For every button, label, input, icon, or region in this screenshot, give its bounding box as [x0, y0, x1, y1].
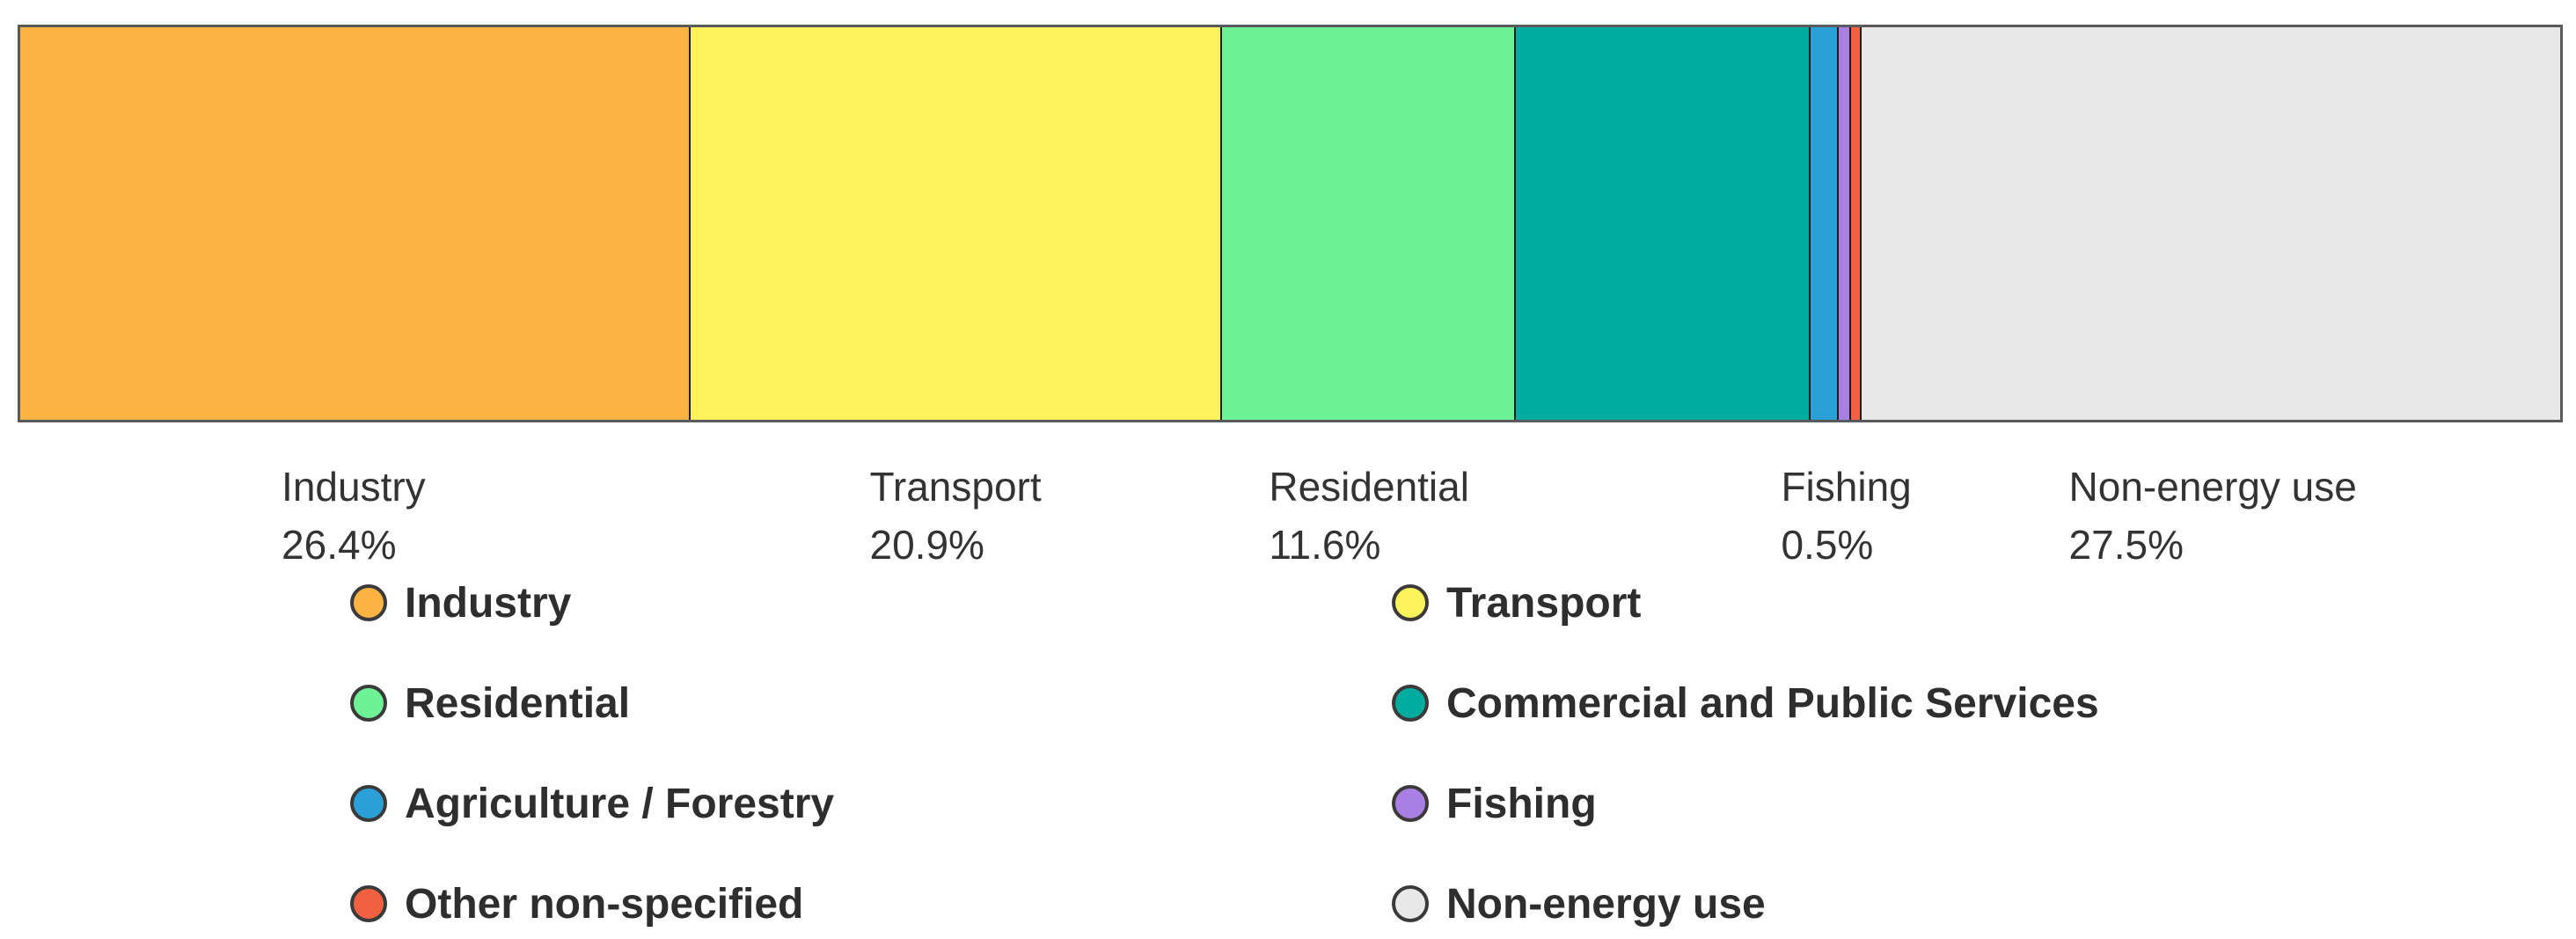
- bar-segment-non-energy-use[interactable]: [1862, 27, 2560, 420]
- bar-segment-industry[interactable]: [20, 27, 692, 420]
- legend-item-fishing[interactable]: Fishing: [1392, 779, 1597, 828]
- bar-label-residential: Residential 11.6%: [1269, 458, 1469, 574]
- bar-label-pct: 20.9%: [869, 522, 984, 568]
- legend-circle-icon: [1392, 785, 1429, 822]
- bar-label-transport: Transport 20.9%: [869, 458, 1041, 574]
- stacked-bar: [18, 25, 2563, 422]
- legend-circle-icon: [350, 584, 387, 621]
- bar-label-name: Fishing: [1781, 464, 1912, 510]
- bar-label-industry: Industry 26.4%: [282, 458, 426, 574]
- legend-circle-icon: [1392, 685, 1429, 722]
- bar-label-name: Transport: [869, 464, 1042, 510]
- legend-label: Fishing: [1446, 780, 1597, 827]
- legend-label: Agriculture / Forestry: [405, 780, 835, 827]
- bar-segment-agriculture-forestry[interactable]: [1811, 27, 1840, 420]
- bar-label-pct: 11.6%: [1269, 522, 1381, 568]
- legend-label: Other non-specified: [405, 880, 804, 928]
- bar-label-name: Residential: [1269, 464, 1469, 510]
- legend-label: Commercial and Public Services: [1446, 679, 2099, 727]
- legend-circle-icon: [350, 685, 387, 722]
- legend-item-agriculture-forestry[interactable]: Agriculture / Forestry: [350, 779, 834, 828]
- bar-segment-transport[interactable]: [691, 27, 1222, 420]
- legend-item-non-energy-use[interactable]: Non-energy use: [1392, 879, 1766, 928]
- bar-label-fishing: Fishing 0.5%: [1781, 458, 1911, 574]
- legend-circle-icon: [350, 785, 387, 822]
- bar-segment-other-non-specified[interactable]: [1851, 27, 1862, 420]
- legend-item-transport[interactable]: Transport: [1392, 578, 1641, 627]
- legend-item-industry[interactable]: Industry: [350, 578, 571, 627]
- bar-label-pct: 26.4%: [282, 522, 397, 568]
- bar-segment-residential[interactable]: [1221, 27, 1517, 420]
- bar-label-pct: 0.5%: [1781, 522, 1874, 568]
- legend-label: Residential: [405, 679, 631, 727]
- legend-item-commercial-and-public-services[interactable]: Commercial and Public Services: [1392, 679, 2099, 728]
- legend-item-residential[interactable]: Residential: [350, 679, 630, 728]
- bar-label-name: Non-energy use: [2068, 464, 2357, 510]
- bar-segment-commercial-and-public-services[interactable]: [1516, 27, 1811, 420]
- legend-circle-icon: [1392, 885, 1429, 922]
- bar-label-pct: 27.5%: [2068, 522, 2184, 568]
- legend-circle-icon: [350, 885, 387, 922]
- bar-segment-fishing[interactable]: [1839, 27, 1852, 420]
- legend-item-other-non-specified[interactable]: Other non-specified: [350, 879, 803, 928]
- legend-label: Non-energy use: [1446, 880, 1766, 928]
- bar-label-name: Industry: [282, 464, 426, 510]
- bar-label-non-energy-use: Non-energy use 27.5%: [2069, 458, 2357, 574]
- legend-label: Industry: [405, 579, 572, 627]
- legend-label: Transport: [1446, 579, 1642, 627]
- legend-circle-icon: [1392, 584, 1429, 621]
